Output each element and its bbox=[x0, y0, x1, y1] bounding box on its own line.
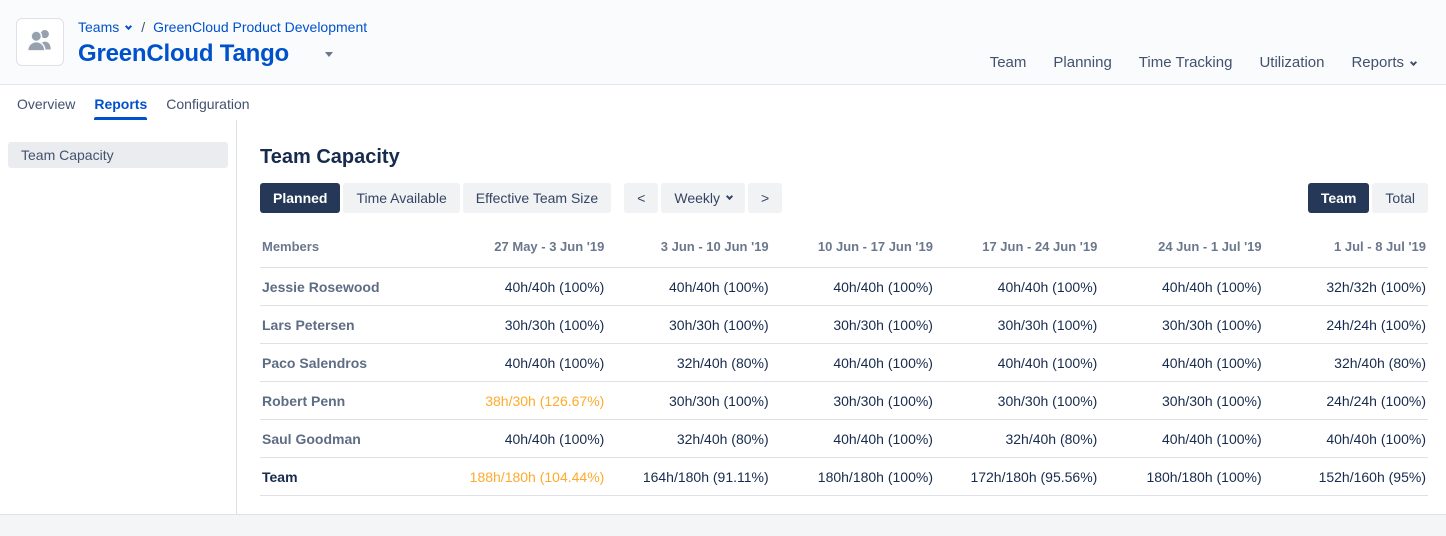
nav-item-time-tracking[interactable]: Time Tracking bbox=[1138, 54, 1233, 71]
capacity-cell: 30h/30h (100%) bbox=[1099, 305, 1264, 344]
tab-bar: Overview Reports Configuration bbox=[0, 85, 1446, 120]
member-name-cell: Team bbox=[260, 457, 442, 496]
capacity-cell: 30h/30h (100%) bbox=[770, 305, 935, 344]
capacity-cell: 40h/40h (100%) bbox=[606, 267, 771, 306]
capacity-cell: 40h/40h (100%) bbox=[934, 343, 1100, 382]
capacity-cell: 32h/40h (80%) bbox=[1263, 343, 1428, 382]
scope-toggle-group: Team Total bbox=[1307, 183, 1428, 213]
table-row: Saul Goodman 40h/40h (100%) 32h/40h (80%) 4… bbox=[260, 419, 1428, 458]
week-column-header: 10 Jun - 17 Jun '19 bbox=[770, 239, 935, 268]
app-header: Teams / GreenCloud Product Development G… bbox=[0, 0, 1446, 85]
capacity-cell: 40h/40h (100%) bbox=[1099, 343, 1264, 382]
tab-reports[interactable]: Reports bbox=[94, 85, 147, 120]
capacity-cell: 180h/180h (100%) bbox=[1099, 457, 1264, 496]
view-mode-button-group: Planned Time Available Effective Team Size bbox=[260, 183, 612, 213]
sidebar-item-team-capacity[interactable]: Team Capacity bbox=[8, 142, 228, 168]
breadcrumb: Teams / GreenCloud Product Development bbox=[78, 18, 367, 36]
capacity-cell: 32h/40h (80%) bbox=[606, 419, 771, 458]
member-name-cell: Jessie Rosewood bbox=[260, 267, 442, 306]
sidebar: Team Capacity bbox=[0, 120, 237, 514]
member-name-cell: Lars Petersen bbox=[260, 305, 442, 344]
page-title: GreenCloud Tango bbox=[78, 40, 290, 67]
previous-period-button[interactable]: < bbox=[624, 183, 659, 213]
header-text-block: Teams / GreenCloud Product Development G… bbox=[78, 18, 367, 69]
members-column-header: Members bbox=[260, 239, 442, 268]
week-column-header: 3 Jun - 10 Jun '19 bbox=[606, 239, 771, 268]
capacity-cell: 40h/40h (100%) bbox=[1099, 267, 1264, 306]
capacity-cell: 32h/40h (80%) bbox=[934, 419, 1100, 458]
header-nav: Team Planning Time Tracking Utilization Repo… bbox=[989, 54, 1418, 71]
table-row: Robert Penn 38h/30h (126.67%) 30h/30h (100… bbox=[260, 381, 1428, 420]
period-navigation: < Weekly > bbox=[624, 183, 783, 213]
team-avatar bbox=[16, 18, 64, 66]
report-title: Team Capacity bbox=[260, 146, 400, 168]
breadcrumb-teams-link[interactable]: Teams bbox=[78, 19, 120, 35]
period-selector-label: Weekly bbox=[674, 190, 721, 206]
capacity-cell: 40h/40h (100%) bbox=[442, 419, 607, 458]
capacity-cell: 32h/40h (80%) bbox=[606, 343, 771, 382]
period-chevron-down-icon bbox=[725, 192, 734, 201]
capacity-table: Members 27 May - 3 Jun '19 3 Jun - 10 Jun … bbox=[260, 239, 1428, 496]
tab-configuration[interactable]: Configuration bbox=[166, 95, 250, 112]
next-period-button[interactable]: > bbox=[748, 183, 783, 213]
capacity-cell: 172h/180h (95.56%) bbox=[934, 457, 1100, 496]
planned-button[interactable]: Planned bbox=[260, 183, 341, 213]
main-panel: Team Capacity Planned Time Available Effec… bbox=[237, 120, 1446, 514]
nav-item-utilization[interactable]: Utilization bbox=[1259, 54, 1325, 71]
capacity-cell: 40h/40h (100%) bbox=[1263, 419, 1428, 458]
capacity-cell: 40h/40h (100%) bbox=[770, 343, 935, 382]
capacity-cell: 30h/30h (100%) bbox=[934, 305, 1100, 344]
teams-chevron-down-icon[interactable] bbox=[125, 22, 133, 30]
capacity-cell: 30h/30h (100%) bbox=[606, 381, 771, 420]
capacity-cell: 180h/180h (100%) bbox=[770, 457, 935, 496]
title-dropdown-icon[interactable] bbox=[325, 51, 334, 57]
capacity-cell: 30h/30h (100%) bbox=[606, 305, 771, 344]
capacity-cell: 40h/40h (100%) bbox=[442, 343, 607, 382]
time-available-button[interactable]: Time Available bbox=[343, 183, 460, 213]
report-controls: Planned Time Available Effective Team Size… bbox=[260, 183, 1428, 213]
member-name-cell: Robert Penn bbox=[260, 381, 442, 420]
nav-item-reports[interactable]: Reports bbox=[1351, 54, 1418, 71]
capacity-cell: 40h/40h (100%) bbox=[1099, 419, 1264, 458]
capacity-cell: 24h/24h (100%) bbox=[1263, 381, 1428, 420]
nav-chevron-down-icon bbox=[1409, 58, 1418, 67]
capacity-cell: 24h/24h (100%) bbox=[1263, 305, 1428, 344]
total-button[interactable]: Total bbox=[1372, 183, 1428, 213]
capacity-cell: 32h/32h (100%) bbox=[1263, 267, 1428, 306]
breadcrumb-parent-link[interactable]: GreenCloud Product Development bbox=[153, 19, 368, 35]
capacity-cell: 30h/30h (100%) bbox=[442, 305, 607, 344]
team-total-row: Team 188h/180h (104.44%) 164h/180h (91.11%… bbox=[260, 457, 1428, 496]
table-row: Paco Salendros 40h/40h (100%) 32h/40h (80%… bbox=[260, 343, 1428, 382]
effective-team-size-button[interactable]: Effective Team Size bbox=[462, 183, 612, 213]
table-row: Jessie Rosewood 40h/40h (100%) 40h/40h (10… bbox=[260, 267, 1428, 306]
nav-item-team[interactable]: Team bbox=[989, 54, 1027, 71]
capacity-cell: 188h/180h (104.44%) bbox=[442, 457, 607, 496]
period-selector-button[interactable]: Weekly bbox=[661, 183, 746, 213]
capacity-cell: 40h/40h (100%) bbox=[442, 267, 607, 306]
team-button[interactable]: Team bbox=[1307, 183, 1370, 213]
nav-item-planning[interactable]: Planning bbox=[1053, 54, 1112, 71]
capacity-cell: 152h/160h (95%) bbox=[1263, 457, 1428, 496]
breadcrumb-separator: / bbox=[141, 19, 146, 35]
week-column-header: 24 Jun - 1 Jul '19 bbox=[1099, 239, 1264, 268]
capacity-cell: 164h/180h (91.11%) bbox=[606, 457, 771, 496]
member-name-cell: Paco Salendros bbox=[260, 343, 442, 382]
content-area: Team Capacity Team Capacity Planned Time … bbox=[0, 120, 1446, 514]
capacity-cell: 38h/30h (126.67%) bbox=[442, 381, 607, 420]
week-column-header: 17 Jun - 24 Jun '19 bbox=[934, 239, 1100, 268]
week-column-header: 1 Jul - 8 Jul '19 bbox=[1263, 239, 1428, 268]
capacity-cell: 30h/30h (100%) bbox=[770, 381, 935, 420]
capacity-cell: 30h/30h (100%) bbox=[934, 381, 1100, 420]
member-name-cell: Saul Goodman bbox=[260, 419, 442, 458]
week-column-header: 27 May - 3 Jun '19 bbox=[442, 239, 607, 268]
capacity-cell: 40h/40h (100%) bbox=[934, 267, 1100, 306]
capacity-cell: 30h/30h (100%) bbox=[1099, 381, 1264, 420]
capacity-cell: 40h/40h (100%) bbox=[770, 267, 935, 306]
table-row: Lars Petersen 30h/30h (100%) 30h/30h (100%… bbox=[260, 305, 1428, 344]
footer-strip bbox=[0, 514, 1446, 536]
tab-overview[interactable]: Overview bbox=[17, 95, 76, 112]
team-people-icon bbox=[24, 24, 56, 61]
capacity-cell: 40h/40h (100%) bbox=[770, 419, 935, 458]
